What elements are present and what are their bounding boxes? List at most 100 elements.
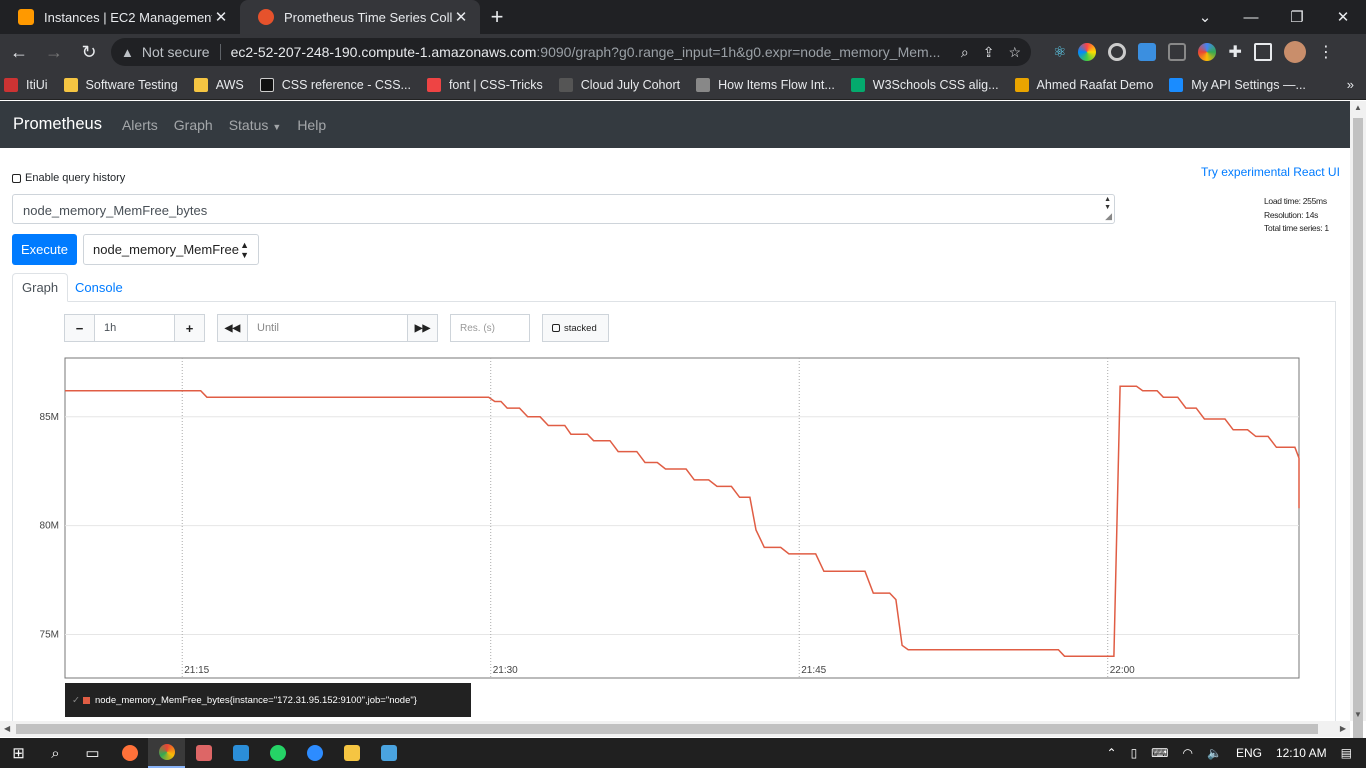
scroll-left-icon[interactable]: ◀ — [4, 724, 11, 733]
tab-console[interactable]: Console — [75, 280, 123, 295]
scroll-right-icon[interactable]: ▶ — [1339, 724, 1346, 733]
extension-google-icon[interactable] — [1198, 43, 1217, 61]
wifi-icon[interactable]: ◠ — [1182, 746, 1193, 760]
execute-button[interactable]: Execute — [12, 234, 77, 265]
until-input[interactable]: Until — [257, 322, 280, 334]
close-tab-icon[interactable]: ✕ — [214, 9, 228, 26]
menu-kebab-icon[interactable]: ⋮ — [1317, 44, 1334, 61]
app-window-icon[interactable] — [370, 738, 407, 768]
brand-link[interactable]: Prometheus — [13, 115, 102, 133]
nav-graph[interactable]: Graph — [173, 116, 213, 133]
checkbox[interactable] — [12, 173, 21, 183]
nav-help[interactable]: Help — [297, 116, 327, 133]
whatsapp-icon[interactable] — [259, 738, 296, 768]
language-indicator[interactable]: ENG — [1235, 746, 1262, 760]
extension-color-icon[interactable] — [1078, 43, 1097, 61]
legend-label[interactable]: node_memory_MemFree_bytes{instance="172.… — [94, 694, 417, 706]
bookmark-item[interactable]: font | CSS-Tricks — [426, 77, 543, 92]
resize-handle-icon[interactable]: ◢ — [1105, 211, 1112, 221]
bookmark-item[interactable]: How Items Flow Int... — [696, 77, 835, 92]
restore-icon[interactable]: ❐ — [1290, 9, 1304, 26]
react-devtools-icon[interactable]: ⚛ — [1053, 44, 1067, 61]
profile-avatar[interactable] — [1283, 41, 1306, 63]
close-tab-icon[interactable]: ✕ — [454, 9, 468, 26]
zoom-icon[interactable]: ⌕ — [960, 43, 969, 60]
react-ui-link[interactable]: Try experimental React UI — [1201, 165, 1340, 179]
checkbox — [552, 324, 560, 332]
stacked-toggle[interactable]: stacked — [542, 314, 609, 342]
resolution-input[interactable]: Res. (s) — [450, 314, 530, 342]
task-view-icon[interactable]: ▭ — [85, 745, 100, 762]
search-icon[interactable]: ⌕ — [51, 744, 60, 762]
bookmark-item[interactable]: Cloud July Cohort — [558, 77, 680, 92]
new-tab-button[interactable]: + — [490, 4, 504, 29]
tray-chevron-icon[interactable]: ⌃ — [1106, 746, 1117, 760]
scrollbar-thumb[interactable] — [16, 724, 1318, 734]
ime-icon[interactable]: ⌨ — [1151, 746, 1169, 760]
bookmark-star-icon[interactable]: ☆ — [1008, 43, 1021, 60]
browser-tab-prometheus[interactable]: Prometheus Time Series Collection ✕ — [240, 0, 480, 34]
css-tricks-icon — [426, 77, 441, 92]
bookmarks-overflow-button[interactable]: » — [1346, 77, 1354, 92]
bookmark-item[interactable]: W3Schools CSS alig... — [850, 77, 999, 92]
prometheus-favicon-icon — [258, 9, 274, 25]
prometheus-navbar: Prometheus Alerts Graph Status ▼ Help — [0, 101, 1350, 148]
query-history-toggle[interactable]: Enable query history — [12, 172, 125, 184]
browser-tab-ec2[interactable]: Instances | EC2 Management Console ✕ — [0, 0, 240, 34]
bookmark-item[interactable]: My API Settings —... — [1169, 77, 1306, 92]
close-window-icon[interactable]: ✕ — [1336, 9, 1350, 26]
address-bar[interactable]: ▲ Not secure ec2-52-207-248-190.compute-… — [111, 38, 1031, 66]
mdn-icon — [259, 77, 274, 92]
range-plus-button[interactable]: + — [174, 315, 204, 341]
volume-icon[interactable]: 🔈 — [1206, 746, 1222, 760]
vscode-icon[interactable] — [222, 738, 259, 768]
reload-icon[interactable]: ↻ — [81, 41, 97, 62]
back-icon[interactable]: ← — [10, 41, 28, 62]
scroll-down-icon[interactable]: ▼ — [1354, 710, 1362, 719]
security-status[interactable]: Not secure — [142, 44, 221, 60]
side-panel-icon[interactable] — [1253, 43, 1272, 61]
horizontal-scrollbar[interactable]: ◀ ▶ — [0, 721, 1350, 737]
system-tray: ⌃ ▯ ⌨ ◠ 🔈 ENG 12:10 AM ▤ — [1107, 738, 1366, 768]
battery-icon[interactable]: ▯ — [1130, 746, 1138, 760]
file-explorer-icon[interactable] — [333, 738, 370, 768]
clock[interactable]: 12:10 AM — [1275, 746, 1327, 760]
metric-select[interactable]: node_memory_MemFree ▲ ▼ — [83, 234, 259, 265]
until-control: ◀◀ Until ▶▶ — [217, 314, 438, 342]
bookmark-item[interactable]: ItiUi — [4, 77, 48, 92]
aws-favicon-icon — [18, 9, 34, 25]
nav-status[interactable]: Status ▼ — [228, 116, 282, 133]
extensions-puzzle-icon[interactable]: ✚ — [1228, 44, 1242, 61]
minimize-icon[interactable]: — — [1243, 8, 1259, 26]
bookmark-item[interactable]: Ahmed Raafat Demo — [1014, 77, 1153, 92]
windows-start-icon[interactable]: ⊞ — [12, 745, 25, 762]
bookmark-folder[interactable]: AWS — [193, 77, 244, 92]
range-input[interactable]: 1h — [104, 322, 117, 334]
vertical-scrollbar[interactable]: ▲ ▼ — [1350, 101, 1366, 742]
time-back-icon[interactable]: ◀◀ — [218, 315, 248, 341]
x-tick-label: 22:00 — [1110, 665, 1135, 676]
tab-graph[interactable]: Graph — [12, 273, 69, 302]
time-forward-icon[interactable]: ▶▶ — [407, 315, 437, 341]
notifications-icon[interactable]: ▤ — [1340, 746, 1352, 760]
expression-input[interactable]: node_memory_MemFree_bytes ▲ ▼ ◢ — [12, 194, 1115, 224]
panel-tabs: Graph Console — [12, 273, 1336, 302]
extension-fi-icon[interactable] — [1138, 43, 1157, 61]
nav-alerts[interactable]: Alerts — [121, 116, 158, 133]
bookmark-folder[interactable]: Software Testing — [63, 77, 178, 92]
extension-c-icon[interactable] — [1168, 43, 1187, 61]
extension-circle-icon[interactable] — [1108, 43, 1127, 61]
chrome-icon[interactable] — [148, 738, 185, 768]
tab-search-icon[interactable]: ⌄ — [1198, 9, 1212, 26]
snip-tool-icon[interactable] — [185, 738, 222, 768]
forward-icon[interactable]: → — [45, 41, 63, 62]
spinner-icon[interactable]: ▲ ▼ — [1104, 196, 1111, 211]
warning-icon: ▲ — [121, 44, 134, 60]
firefox-icon[interactable] — [111, 738, 148, 768]
scroll-up-icon[interactable]: ▲ — [1354, 103, 1362, 112]
bookmark-item[interactable]: CSS reference - CSS... — [259, 77, 411, 92]
range-minus-button[interactable]: − — [65, 315, 95, 341]
share-icon[interactable]: ⇪ — [982, 43, 995, 60]
scrollbar-thumb[interactable] — [1353, 118, 1363, 742]
zoom-app-icon[interactable] — [296, 738, 333, 768]
